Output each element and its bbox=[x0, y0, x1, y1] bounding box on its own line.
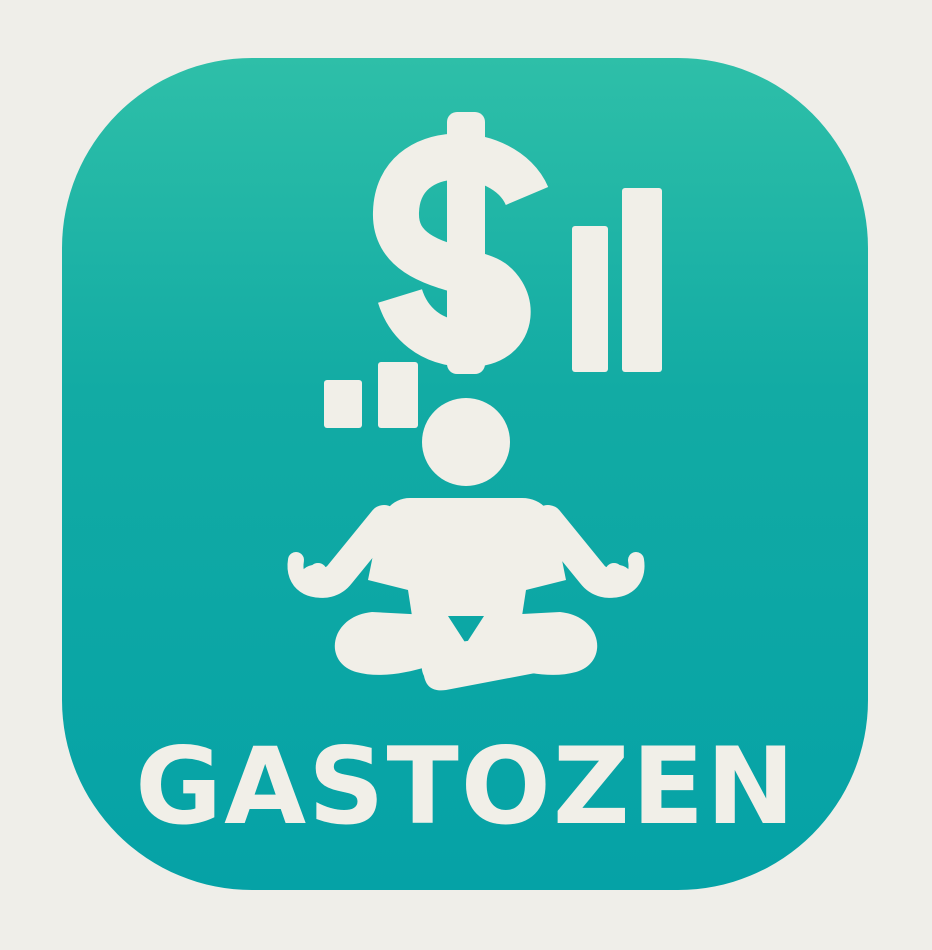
bar-chart-icon bbox=[572, 188, 662, 372]
brand-wordmark: GASTOZEN bbox=[135, 725, 797, 848]
meditating-person-icon bbox=[287, 398, 645, 691]
small-bars-icon bbox=[324, 362, 418, 428]
dollar-sign-icon bbox=[373, 112, 549, 374]
